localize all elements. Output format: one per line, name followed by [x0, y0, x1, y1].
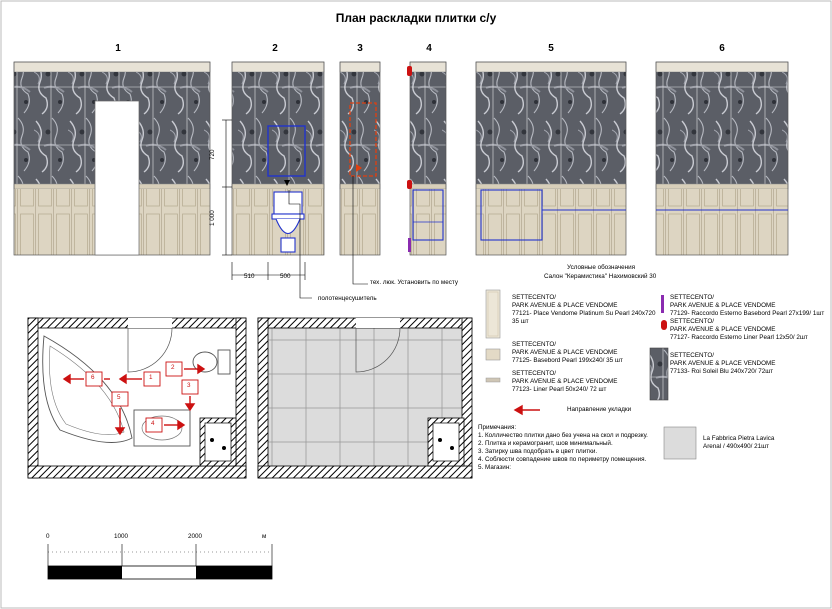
scale-bar [47, 544, 273, 580]
plan-mark-6: 6 [91, 374, 95, 381]
legend-direction: Направление укладки [567, 406, 632, 413]
legend-swatches [485, 289, 697, 460]
elevation-6 [655, 61, 789, 256]
door-opening [94, 100, 140, 256]
plan-mark-3: 3 [187, 382, 191, 389]
notes-block: Примечания: 1. Колличество плитки дано б… [478, 424, 648, 471]
legend-item-liner: SETTECENTO/ PARK AVENUE & PLACE VENDOME … [512, 370, 618, 393]
legend-item-baseboard: SETTECENTO/ PARK AVENUE & PLACE VENDOME … [512, 341, 623, 364]
legend-item-decor-tile: SETTECENTO/ PARK AVENUE & PLACE VENDOME … [670, 352, 776, 375]
scale-unit: м [262, 533, 267, 540]
plan-mark-5: 5 [117, 394, 121, 401]
legend-item-baseboard-corner: SETTECENTO/ PARK AVENUE & PLACE VENDOME … [670, 294, 825, 317]
floor-plan-tiling [257, 317, 473, 479]
floor-plan-layout [27, 317, 247, 479]
elevation-3 [339, 61, 381, 285]
elevation-1 [13, 61, 211, 256]
plan-mark-1: 1 [149, 374, 153, 381]
plan-mark-4: 4 [151, 420, 155, 427]
page-title: План раскладки плитки с/у [335, 11, 497, 25]
scale-tick-1000: 1000 [114, 533, 129, 540]
elevation-label-1: 1 [115, 43, 121, 54]
towel-warmer-outline [267, 125, 306, 177]
legend-item-liner-corner: SETTECENTO/ PARK AVENUE & PLACE VENDOME … [670, 318, 808, 341]
dimension-lines [222, 119, 306, 280]
callout-towel-warmer: полотенцесушитель [318, 295, 377, 302]
elevation-label-4: 4 [426, 43, 432, 54]
legend-item-wall-tile: SETTECENTO/ PARK AVENUE & PLACE VENDOME … [512, 294, 656, 325]
scale-tick-0: 0 [46, 533, 50, 540]
elevation-label-5: 5 [548, 43, 554, 54]
legend-floor-tile: La Fabbrica Pietra Lavica Arenal / 490x4… [703, 435, 775, 450]
dim-upper: 720 [209, 149, 216, 160]
dim-right: 500 [280, 273, 291, 280]
plan-mark-2: 2 [171, 364, 175, 371]
elevation-2 [231, 61, 325, 256]
legend-salon: Салон "Керамистика" Нахимовский 30 [544, 273, 657, 280]
legend-heading: Условные обозначения [567, 264, 636, 271]
elevation-label-6: 6 [719, 43, 725, 54]
tech-hatch-outline [349, 102, 377, 177]
elevation-label-2: 2 [272, 43, 278, 54]
dim-lower: 1 000 [209, 210, 216, 226]
elevation-5 [475, 61, 627, 256]
callout-tech-hatch: тех. люк. Установить по месту [370, 279, 459, 286]
elevation-label-3: 3 [357, 43, 363, 54]
scale-tick-2000: 2000 [188, 533, 203, 540]
dim-left: 510 [244, 273, 255, 280]
toilet-elevation [271, 191, 305, 253]
elevation-4 [407, 61, 447, 256]
